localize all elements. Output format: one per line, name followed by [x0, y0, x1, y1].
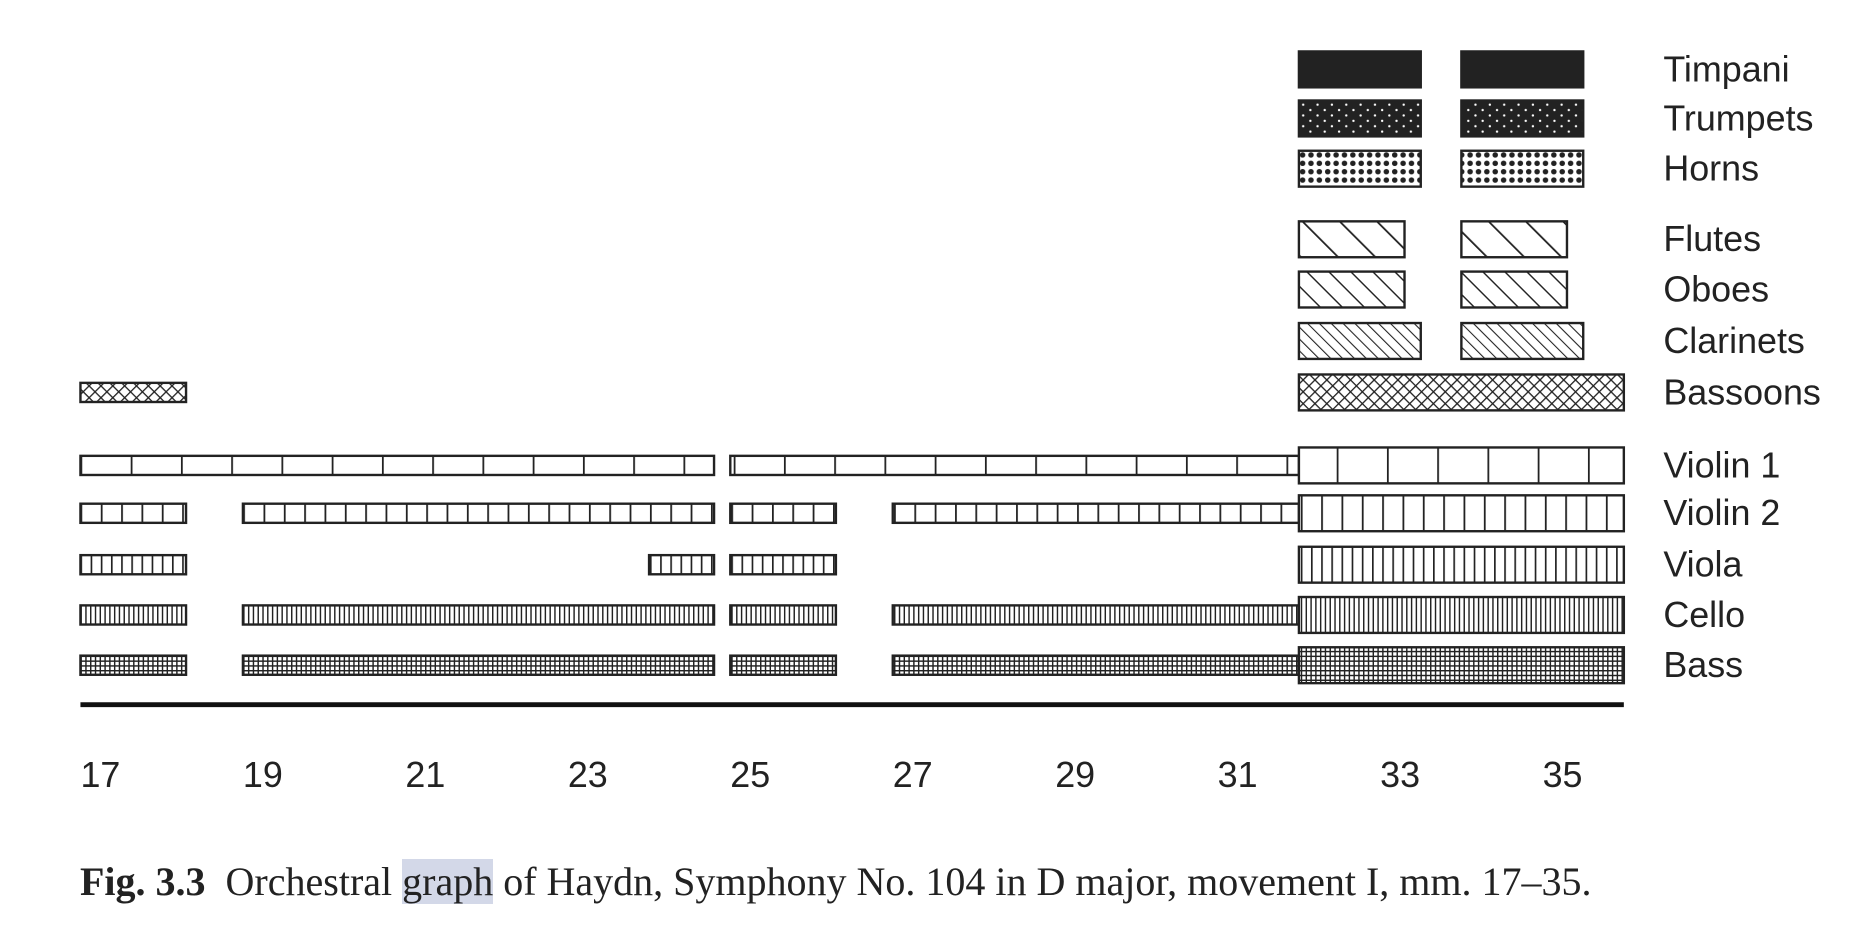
caption-text: Orchestral [225, 859, 403, 904]
instrument-bar [1297, 646, 1626, 685]
instrument-bar [729, 502, 838, 525]
instrument-bar [79, 454, 716, 477]
instrument-bar [241, 604, 716, 626]
legend-label: Horns [1663, 149, 1759, 189]
instrument-bar [79, 604, 188, 626]
legend-label: Viola [1663, 545, 1742, 585]
x-tick-label: 29 [1055, 755, 1095, 795]
instrument-bar [1297, 220, 1406, 259]
x-tick-label: 35 [1543, 755, 1583, 795]
x-tick-label: 23 [568, 755, 608, 795]
instrument-bar [1460, 270, 1569, 309]
x-tick-label: 25 [730, 755, 770, 795]
legend-label: Violin 2 [1663, 493, 1780, 533]
instrument-bar [891, 502, 1301, 525]
instrument-bar [1297, 373, 1626, 412]
caption-text: of Haydn, Symphony No. 104 in D major, m… [493, 859, 1592, 904]
instrument-bar [241, 502, 716, 525]
x-tick-label: 17 [80, 755, 120, 795]
instrument-bar [79, 381, 188, 404]
legend-label: Bassoons [1663, 372, 1821, 412]
instrument-bar [1460, 149, 1585, 188]
caption: Fig. 3.3 Orchestral graph of Haydn, Symp… [80, 858, 1592, 905]
instrument-bar [1297, 446, 1626, 485]
instrument-bar [1460, 50, 1585, 89]
instrument-bar [1460, 220, 1569, 259]
instrument-bar [1460, 99, 1585, 138]
legend-label: Oboes [1663, 269, 1769, 309]
instrument-bar [1297, 270, 1406, 309]
instrument-bar [1297, 595, 1626, 635]
legend-label: Cello [1663, 595, 1745, 635]
legend-label: Timpani [1663, 49, 1789, 89]
x-tick-label: 19 [243, 755, 283, 795]
instrument-bar [79, 654, 188, 676]
figure-label: Fig. 3.3 [80, 859, 206, 904]
instrument-bar [729, 454, 1301, 477]
instrument-bar [729, 553, 838, 576]
x-tick-label: 27 [893, 755, 933, 795]
legend-label: Violin 1 [1663, 445, 1780, 485]
selected-text: graph [402, 859, 494, 904]
legend-label: Flutes [1663, 219, 1761, 259]
instrument-bar [1297, 545, 1626, 584]
instrument-bar [1297, 321, 1422, 361]
instrument-bar [1297, 50, 1422, 89]
instrument-bar [1297, 149, 1422, 188]
instrument-bar [79, 502, 188, 525]
legend-label: Clarinets [1663, 321, 1805, 361]
legend-label: Trumpets [1663, 98, 1813, 138]
instrument-bar [891, 604, 1301, 626]
instrument-bar [729, 604, 838, 626]
instrument-bar [1460, 321, 1585, 361]
x-tick-label: 31 [1218, 755, 1258, 795]
instrument-bar [647, 553, 716, 576]
legend-label: Bass [1663, 645, 1743, 685]
instrument-bar [241, 654, 716, 676]
x-tick-label: 33 [1380, 755, 1420, 795]
instrument-bar [729, 654, 838, 676]
instrument-bar [1297, 99, 1422, 138]
instrument-bar [891, 654, 1301, 676]
x-tick-label: 21 [405, 755, 445, 795]
instrument-bar [79, 553, 188, 576]
instrument-bar [1297, 494, 1626, 533]
